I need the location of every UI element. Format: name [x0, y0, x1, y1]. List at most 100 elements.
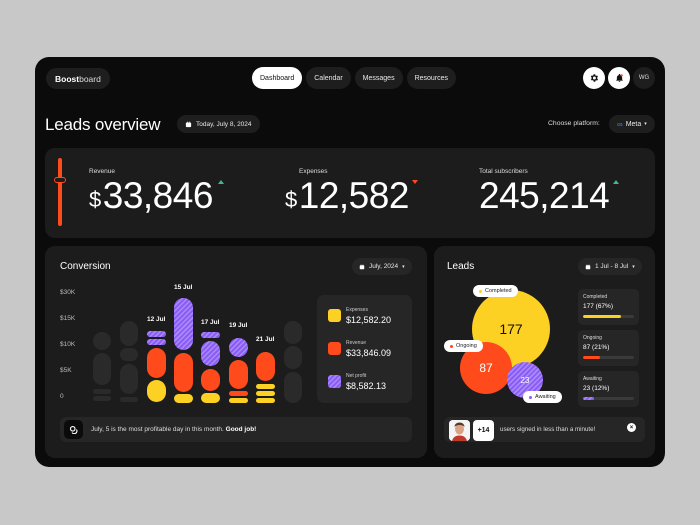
bar-net-profit[interactable] — [147, 339, 166, 345]
tab-dashboard[interactable]: Dashboard — [252, 67, 303, 89]
tag-ongoing: Ongoing — [444, 340, 483, 352]
chevron-down-icon: ▾ — [402, 263, 405, 270]
card-title: Conversion — [60, 261, 111, 272]
y-tick: $5K — [60, 367, 72, 374]
legend-swatch-revenue — [328, 342, 341, 355]
notice-text: users signed in less than a minute! — [500, 426, 596, 433]
bar-net-profit[interactable] — [201, 332, 220, 338]
lead-stat-completed: Completed 177 (67%) — [578, 289, 639, 325]
leads-card: Leads 1 Jul - 8 Jul ▾ 177 87 23 Complete… — [434, 246, 655, 458]
trend-up-icon — [613, 180, 619, 184]
stat-revenue: Revenue $33,846 — [89, 168, 213, 214]
y-tick: $10K — [60, 341, 76, 348]
ghost-bar — [284, 346, 302, 369]
stat-expenses: Expenses $12,582 — [285, 168, 409, 214]
currency: $ — [89, 187, 101, 212]
coins-icon — [64, 420, 83, 439]
tab-calendar[interactable]: Calendar — [306, 67, 351, 89]
bar-net-profit[interactable] — [147, 331, 166, 337]
ghost-bar — [93, 332, 111, 350]
bar-net-profit[interactable] — [229, 338, 248, 357]
bar-label: 12 Jul — [147, 316, 166, 323]
card-title: Leads — [447, 261, 475, 272]
bar-net-profit[interactable] — [201, 341, 220, 366]
bar-expenses[interactable] — [256, 391, 275, 396]
signup-notice: +14 users signed in less than a minute! … — [444, 417, 645, 442]
y-tick: $15K — [60, 315, 76, 322]
legend-swatch-expenses — [328, 309, 341, 322]
logo-bold: Boost — [55, 73, 80, 84]
stat-value: 245,214 — [479, 175, 610, 216]
bar-expenses[interactable] — [229, 398, 248, 403]
bar-expenses[interactable] — [256, 398, 275, 403]
currency: $ — [285, 187, 297, 212]
lead-stat-ongoing: Ongoing 87 (21%) — [578, 330, 639, 366]
bar-revenue[interactable] — [229, 391, 248, 396]
main-nav: Dashboard Calendar Messages Resources — [252, 67, 457, 89]
y-tick: $30K — [60, 289, 76, 296]
dot-icon — [529, 395, 532, 399]
extra-users-count: +14 — [473, 420, 494, 441]
insight-banner: July, 5 is the most profitable day in th… — [60, 417, 412, 442]
tag-awaiting: Awaiting — [523, 391, 562, 403]
ghost-bar — [93, 396, 111, 401]
trend-up-icon — [218, 180, 224, 184]
ghost-bar — [120, 364, 138, 394]
platform-value: Meta — [625, 120, 642, 128]
legend-label: Net profit — [346, 373, 367, 379]
tag-completed: Completed — [473, 285, 518, 297]
platform-label: Choose platform: — [548, 120, 600, 127]
bar-revenue[interactable] — [256, 352, 275, 381]
bar-expenses[interactable] — [201, 393, 220, 403]
insight-text: July, 5 is the most profitable day in th… — [91, 426, 257, 433]
tab-messages[interactable]: Messages — [354, 67, 403, 89]
bar-revenue[interactable] — [229, 360, 248, 389]
date-pill[interactable]: Today, July 8, 2024 — [177, 115, 260, 133]
date-text: Today, July 8, 2024 — [196, 120, 252, 128]
date-range-select[interactable]: 1 Jul - 8 Jul ▾ — [578, 258, 642, 275]
user-avatar[interactable]: WG — [633, 67, 655, 89]
conversion-card: Conversion July, 2024 ▾ $30K $15K $10K $… — [45, 246, 427, 458]
legend-value: $12,582.20 — [346, 315, 392, 325]
page-title: Leads overview — [45, 115, 161, 134]
stat-label: Revenue — [89, 168, 116, 175]
slider-handle[interactable] — [54, 177, 66, 183]
logo-light: board — [79, 73, 101, 84]
month-select[interactable]: July, 2024 ▾ — [352, 258, 412, 275]
bar-expenses[interactable] — [174, 394, 193, 403]
chevron-down-icon: ▾ — [644, 121, 647, 127]
legend-value: $8,582.13 — [346, 381, 387, 391]
progress-bar — [583, 315, 634, 318]
legend-label: Expenses — [346, 307, 368, 313]
settings-button[interactable] — [583, 67, 605, 89]
bar-expenses[interactable] — [256, 384, 275, 389]
range-slider[interactable] — [58, 158, 62, 226]
logo[interactable]: Boost board — [46, 68, 110, 89]
bar-net-profit[interactable] — [174, 298, 193, 350]
y-tick: 0 — [60, 393, 64, 400]
progress-bar — [583, 356, 634, 359]
ghost-bar — [284, 372, 302, 403]
bar-revenue[interactable] — [147, 348, 166, 378]
chevron-down-icon: ▾ — [632, 263, 635, 270]
chart-legend: Expenses $12,582.20 Revenue $33,846.09 N… — [317, 295, 412, 403]
date-range-value: 1 Jul - 8 Jul — [595, 263, 629, 270]
close-icon[interactable]: × — [627, 423, 636, 432]
bell-icon — [615, 73, 623, 82]
notifications-button[interactable] — [608, 67, 630, 89]
ghost-bar — [93, 353, 111, 385]
avatar — [449, 420, 470, 441]
stat-value: 12,582 — [298, 175, 410, 216]
bar-revenue[interactable] — [174, 353, 193, 392]
tab-resources[interactable]: Resources — [406, 67, 457, 89]
bar-revenue[interactable] — [201, 369, 220, 391]
bar-expenses[interactable] — [147, 380, 166, 402]
calendar-icon — [185, 121, 192, 127]
stats-card: Revenue $33,846 Expenses $12,582 Total s… — [45, 148, 655, 238]
stat-label: Total subscribers — [479, 168, 528, 175]
platform-select[interactable]: ∞ Meta ▾ — [609, 115, 655, 133]
stat-value: 33,846 — [102, 175, 214, 216]
legend-swatch-net-profit — [328, 375, 341, 388]
progress-bar — [583, 397, 634, 400]
stat-label: Expenses — [299, 168, 328, 175]
